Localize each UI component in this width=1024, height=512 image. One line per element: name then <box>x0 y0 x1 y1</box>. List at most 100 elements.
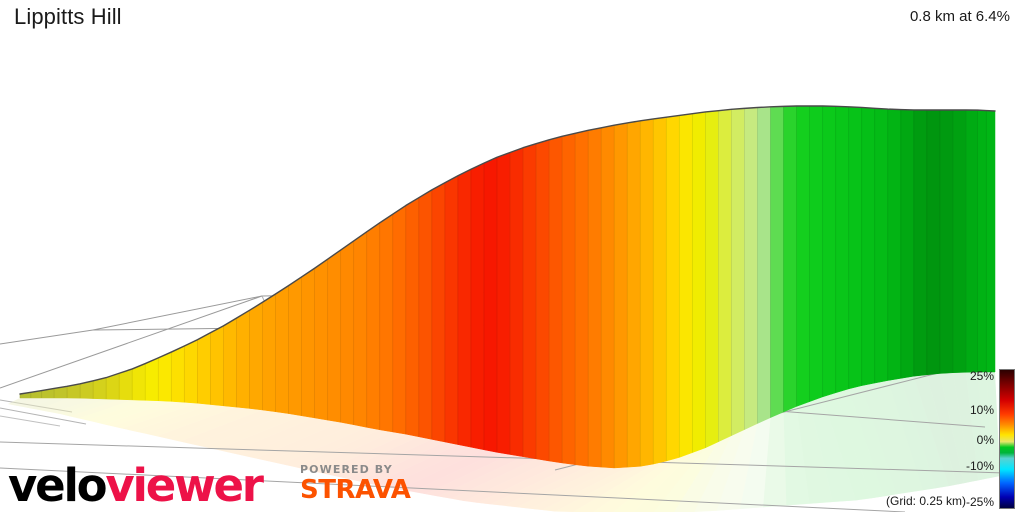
ground-tint-segment <box>572 461 667 512</box>
ground-tint-segment <box>78 399 146 421</box>
profile-segment <box>770 106 784 418</box>
powered-by-label: POWERED BY <box>300 463 393 476</box>
profile-segment <box>236 309 250 409</box>
profile-segment <box>640 118 654 467</box>
ground-tint-segment <box>180 410 276 445</box>
profile-segment <box>718 109 732 443</box>
gradient-colorbar <box>999 369 1015 509</box>
gradient-profile-wall[interactable] <box>19 105 996 469</box>
header: Lippitts Hill 0.8 km at 6.4% <box>0 0 1024 36</box>
profile-segment <box>275 285 289 414</box>
ground-tint-segment <box>438 456 537 499</box>
ground-tint-segment <box>542 466 641 512</box>
profile-segment <box>796 105 810 407</box>
profile-segment <box>366 222 380 431</box>
ground-tint-segment <box>861 383 910 495</box>
ground-tint-segment <box>716 423 758 511</box>
ground-tint-segment <box>86 400 159 423</box>
ground-tint-segment <box>451 458 550 501</box>
ground-tint-segment <box>133 404 224 434</box>
profile-segment <box>171 345 185 403</box>
ground-tint-segment <box>359 441 458 485</box>
ground-tint-segment <box>425 454 524 497</box>
ground-tint-segment <box>763 411 787 508</box>
ground-tint-segment <box>122 403 211 432</box>
ground-tint-segment <box>740 417 771 509</box>
ground-tint-segment <box>30 398 68 410</box>
ground-tint-segment <box>477 462 576 505</box>
profile-segment <box>392 205 407 435</box>
ground-tint-segment <box>783 406 810 506</box>
ground-tint-segment <box>822 392 871 501</box>
ground-tint-segment <box>633 447 706 512</box>
profile-segment <box>986 110 996 373</box>
ground-tint-segment <box>320 434 419 476</box>
ground-tint-segment <box>874 380 923 493</box>
ground-tint-segment <box>203 413 302 450</box>
profile-segment <box>184 339 198 404</box>
profile-segment <box>405 197 420 438</box>
ground-tint-segment <box>8 398 31 406</box>
profile-segment <box>548 136 563 464</box>
profile-segment <box>900 109 915 379</box>
profile-segment <box>314 258 328 421</box>
veloviewer-logo[interactable]: veloviewer <box>8 463 264 508</box>
grid-line <box>0 441 1006 474</box>
ground-tint-segment <box>104 401 185 427</box>
ground-tint-segment <box>346 439 445 482</box>
legend-tick-0: 0% <box>976 433 994 447</box>
profile-segment <box>561 132 576 465</box>
grid-line <box>0 407 87 425</box>
profile-segment <box>926 109 941 376</box>
profile-segment <box>835 106 849 394</box>
profile-segment <box>444 175 459 445</box>
legend-tick-10: 10% <box>969 403 994 417</box>
profile-segment <box>131 363 146 401</box>
ground-tint-segment <box>281 427 380 468</box>
ground-tint-segment <box>411 452 510 494</box>
ground-tint-segment <box>490 464 589 506</box>
climb-stats: 0.8 km at 6.4% <box>909 8 1010 25</box>
ground-tint-segment <box>977 372 993 479</box>
profile-segment <box>887 108 902 381</box>
profile-segment <box>679 113 693 458</box>
ground-tint-segment <box>255 422 354 462</box>
ground-tint-segment <box>229 417 328 456</box>
ground-tint-segment <box>694 429 745 512</box>
profile-segment <box>457 168 472 448</box>
profile-segment <box>496 152 511 455</box>
ground-tint-segment <box>60 399 120 417</box>
ground-tint-segment <box>216 415 315 453</box>
ground-tint-segment <box>464 461 563 503</box>
ground-tint-segment <box>45 398 94 413</box>
ground-tint-segment <box>385 447 484 490</box>
ground-tint-segment <box>168 408 263 442</box>
ground-tint-segment <box>503 466 602 508</box>
profile-segment <box>340 240 354 426</box>
ground-tint-segment <box>900 376 949 489</box>
grid-line <box>0 295 263 389</box>
profile-segment <box>158 351 172 402</box>
strava-attribution[interactable]: POWERED BY STRAVA <box>300 463 430 504</box>
ground-tint-segment <box>809 396 856 503</box>
profile-segment <box>952 109 967 373</box>
ground-tint-segment <box>23 398 55 409</box>
ground-tint-segment <box>926 373 964 485</box>
profile-segment <box>705 110 719 449</box>
page-title: Lippitts Hill <box>14 4 122 29</box>
profile-segment <box>666 115 680 462</box>
profile-segment <box>353 231 367 428</box>
profile-segment <box>262 293 276 413</box>
profile-segment <box>483 156 498 453</box>
profile-segment <box>965 109 978 373</box>
veloviewer-logo-viewer: viewer <box>105 459 264 512</box>
profile-segment <box>822 105 836 398</box>
legend-tick-25: 25% <box>969 369 994 383</box>
profile-segment <box>574 130 589 467</box>
profile-segment <box>848 106 862 390</box>
profile-segment <box>249 301 263 411</box>
profile-segment <box>522 143 537 460</box>
ground-tint-segment <box>95 400 172 425</box>
